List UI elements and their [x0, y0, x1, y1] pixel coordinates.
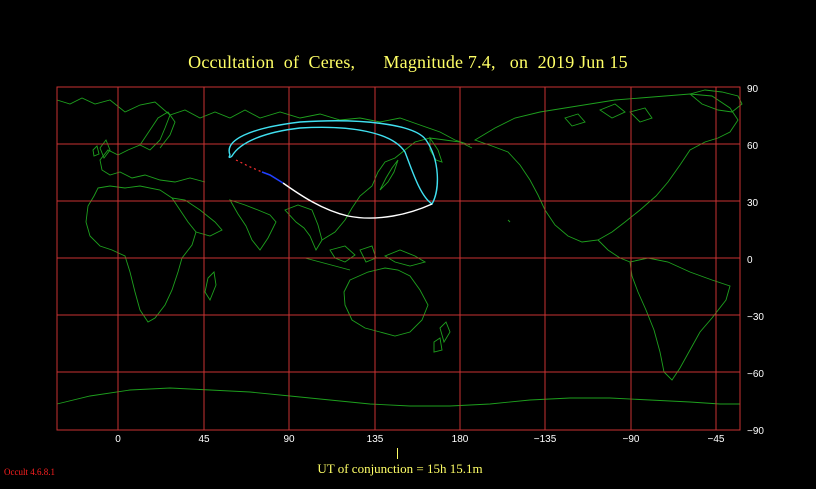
path-cyan-loop: [228, 120, 439, 205]
lon-label-45: 45: [198, 434, 210, 445]
version-label: Occult 4.6.8.1: [4, 467, 55, 477]
lat-label-90: 90: [747, 84, 759, 95]
lon-label-minus-45: −45: [707, 434, 725, 445]
lon-label-180: 180: [451, 434, 469, 445]
coastlines: [56, 89, 743, 407]
lon-label-135: 135: [366, 434, 384, 445]
lon-label-minus-90: −90: [622, 434, 640, 445]
path-blue: [261, 171, 284, 184]
lon-label-0: 0: [115, 434, 121, 445]
lat-label-30: 30: [747, 198, 759, 209]
occultation-path: [228, 120, 439, 219]
path-white: [282, 182, 433, 219]
graticule: [56, 86, 741, 431]
lon-label-90: 90: [283, 434, 295, 445]
lat-label-minus-60: −60: [747, 369, 764, 380]
ut-conjunction-label: UT of conjunction = 15h 15.1m: [317, 461, 483, 476]
ut-conjunction-tick: [397, 448, 398, 459]
lat-label-60: 60: [747, 141, 759, 152]
path-red-dotted: [235, 159, 263, 173]
lat-label-minus-30: −30: [747, 312, 764, 323]
lat-label-0: 0: [747, 255, 753, 266]
lat-label-minus-90: −90: [747, 426, 764, 437]
lon-label-minus-135: −135: [533, 434, 557, 445]
map-title: Occultation of Ceres, Magnitude 7.4, on …: [188, 52, 628, 72]
